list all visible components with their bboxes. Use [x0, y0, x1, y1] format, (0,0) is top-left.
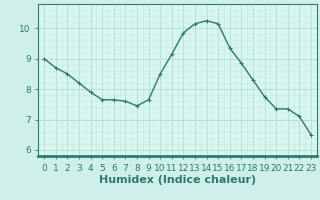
X-axis label: Humidex (Indice chaleur): Humidex (Indice chaleur): [99, 175, 256, 185]
